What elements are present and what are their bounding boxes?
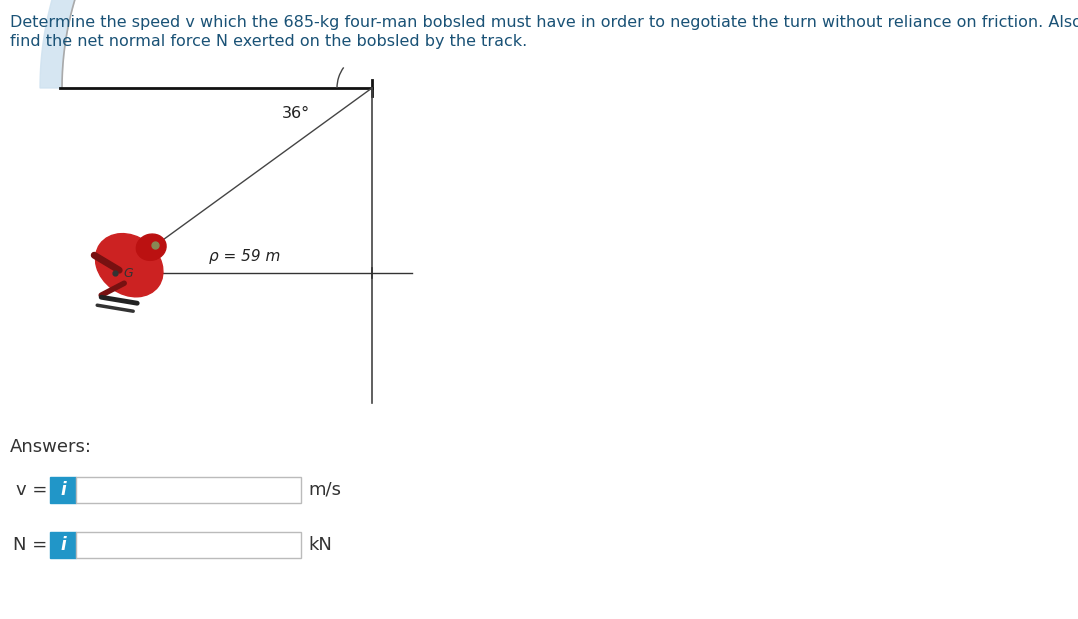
Text: Answers:: Answers: — [10, 438, 92, 456]
Text: find the net normal force N exerted on the bobsled by the track.: find the net normal force N exerted on t… — [10, 34, 527, 49]
Text: 36°: 36° — [282, 106, 310, 121]
Text: i: i — [60, 536, 66, 554]
Text: m/s: m/s — [308, 481, 341, 499]
Ellipse shape — [96, 233, 163, 297]
Text: kN: kN — [308, 536, 332, 554]
Ellipse shape — [136, 234, 166, 261]
Text: G: G — [123, 267, 133, 280]
Text: v =: v = — [15, 481, 47, 499]
FancyBboxPatch shape — [77, 532, 301, 558]
Text: Determine the speed v which the 685-kg four-man bobsled must have in order to ne: Determine the speed v which the 685-kg f… — [10, 15, 1078, 30]
FancyBboxPatch shape — [50, 477, 77, 503]
Text: ρ = 59 m: ρ = 59 m — [209, 249, 280, 264]
FancyBboxPatch shape — [50, 532, 77, 558]
FancyBboxPatch shape — [77, 477, 301, 503]
Polygon shape — [40, 0, 372, 88]
Text: N =: N = — [13, 536, 47, 554]
Text: i: i — [60, 481, 66, 499]
